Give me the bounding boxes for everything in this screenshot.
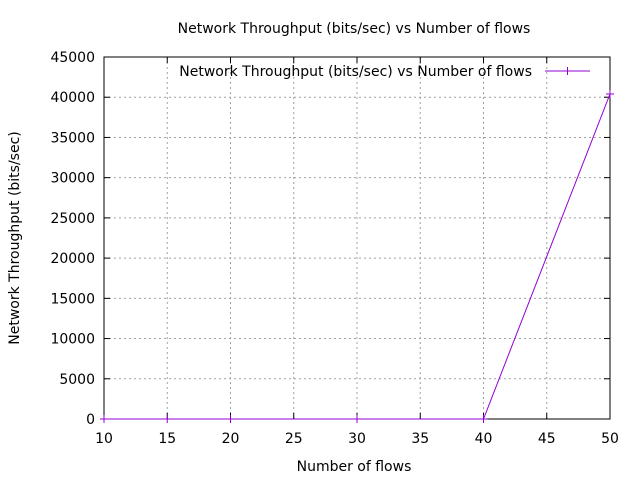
x-tick-label: 10	[95, 431, 113, 447]
y-tick-label: 30000	[50, 171, 95, 187]
y-tick-label: 40000	[50, 90, 95, 106]
y-tick-label: 20000	[50, 251, 95, 267]
y-axis-label: Network Throughput (bits/sec)	[7, 131, 23, 344]
x-axis-label: Number of flows	[297, 459, 412, 475]
y-tick-label: 45000	[50, 50, 95, 66]
x-tick-label: 45	[538, 431, 556, 447]
data-point	[226, 415, 235, 423]
series-line	[104, 93, 611, 420]
legend-entry-label: Network Throughput (bits/sec) vs Number …	[179, 64, 532, 80]
data-point	[100, 415, 108, 423]
legend: Network Throughput (bits/sec) vs Number …	[179, 64, 590, 80]
x-tick-label: 25	[285, 431, 303, 447]
y-tick-label: 5000	[59, 372, 95, 388]
x-tick-label: 20	[222, 431, 240, 447]
chart-title: Network Throughput (bits/sec) vs Number …	[178, 21, 531, 37]
data-point	[163, 415, 172, 423]
y-tick-label: 25000	[50, 211, 95, 227]
y-tick-label: 0	[86, 412, 95, 428]
y-axis: 0 5000 10000 15000 20000 25000 30000 35000 40000…	[50, 50, 610, 428]
x-axis: 10 15 20 25 30 35 40 45 50	[95, 57, 619, 447]
data-point	[606, 90, 614, 99]
x-tick-label: 40	[475, 431, 493, 447]
x-tick-label: 30	[348, 431, 366, 447]
series-layer	[100, 90, 614, 423]
grid-layer	[104, 57, 610, 419]
x-tick-label: 50	[601, 431, 619, 447]
y-tick-label: 10000	[50, 332, 95, 348]
data-point	[479, 415, 488, 423]
x-tick-label: 15	[158, 431, 176, 447]
y-tick-label: 35000	[50, 130, 95, 146]
x-tick-label: 35	[411, 431, 429, 447]
data-point	[353, 415, 361, 423]
y-tick-label: 15000	[50, 291, 95, 307]
